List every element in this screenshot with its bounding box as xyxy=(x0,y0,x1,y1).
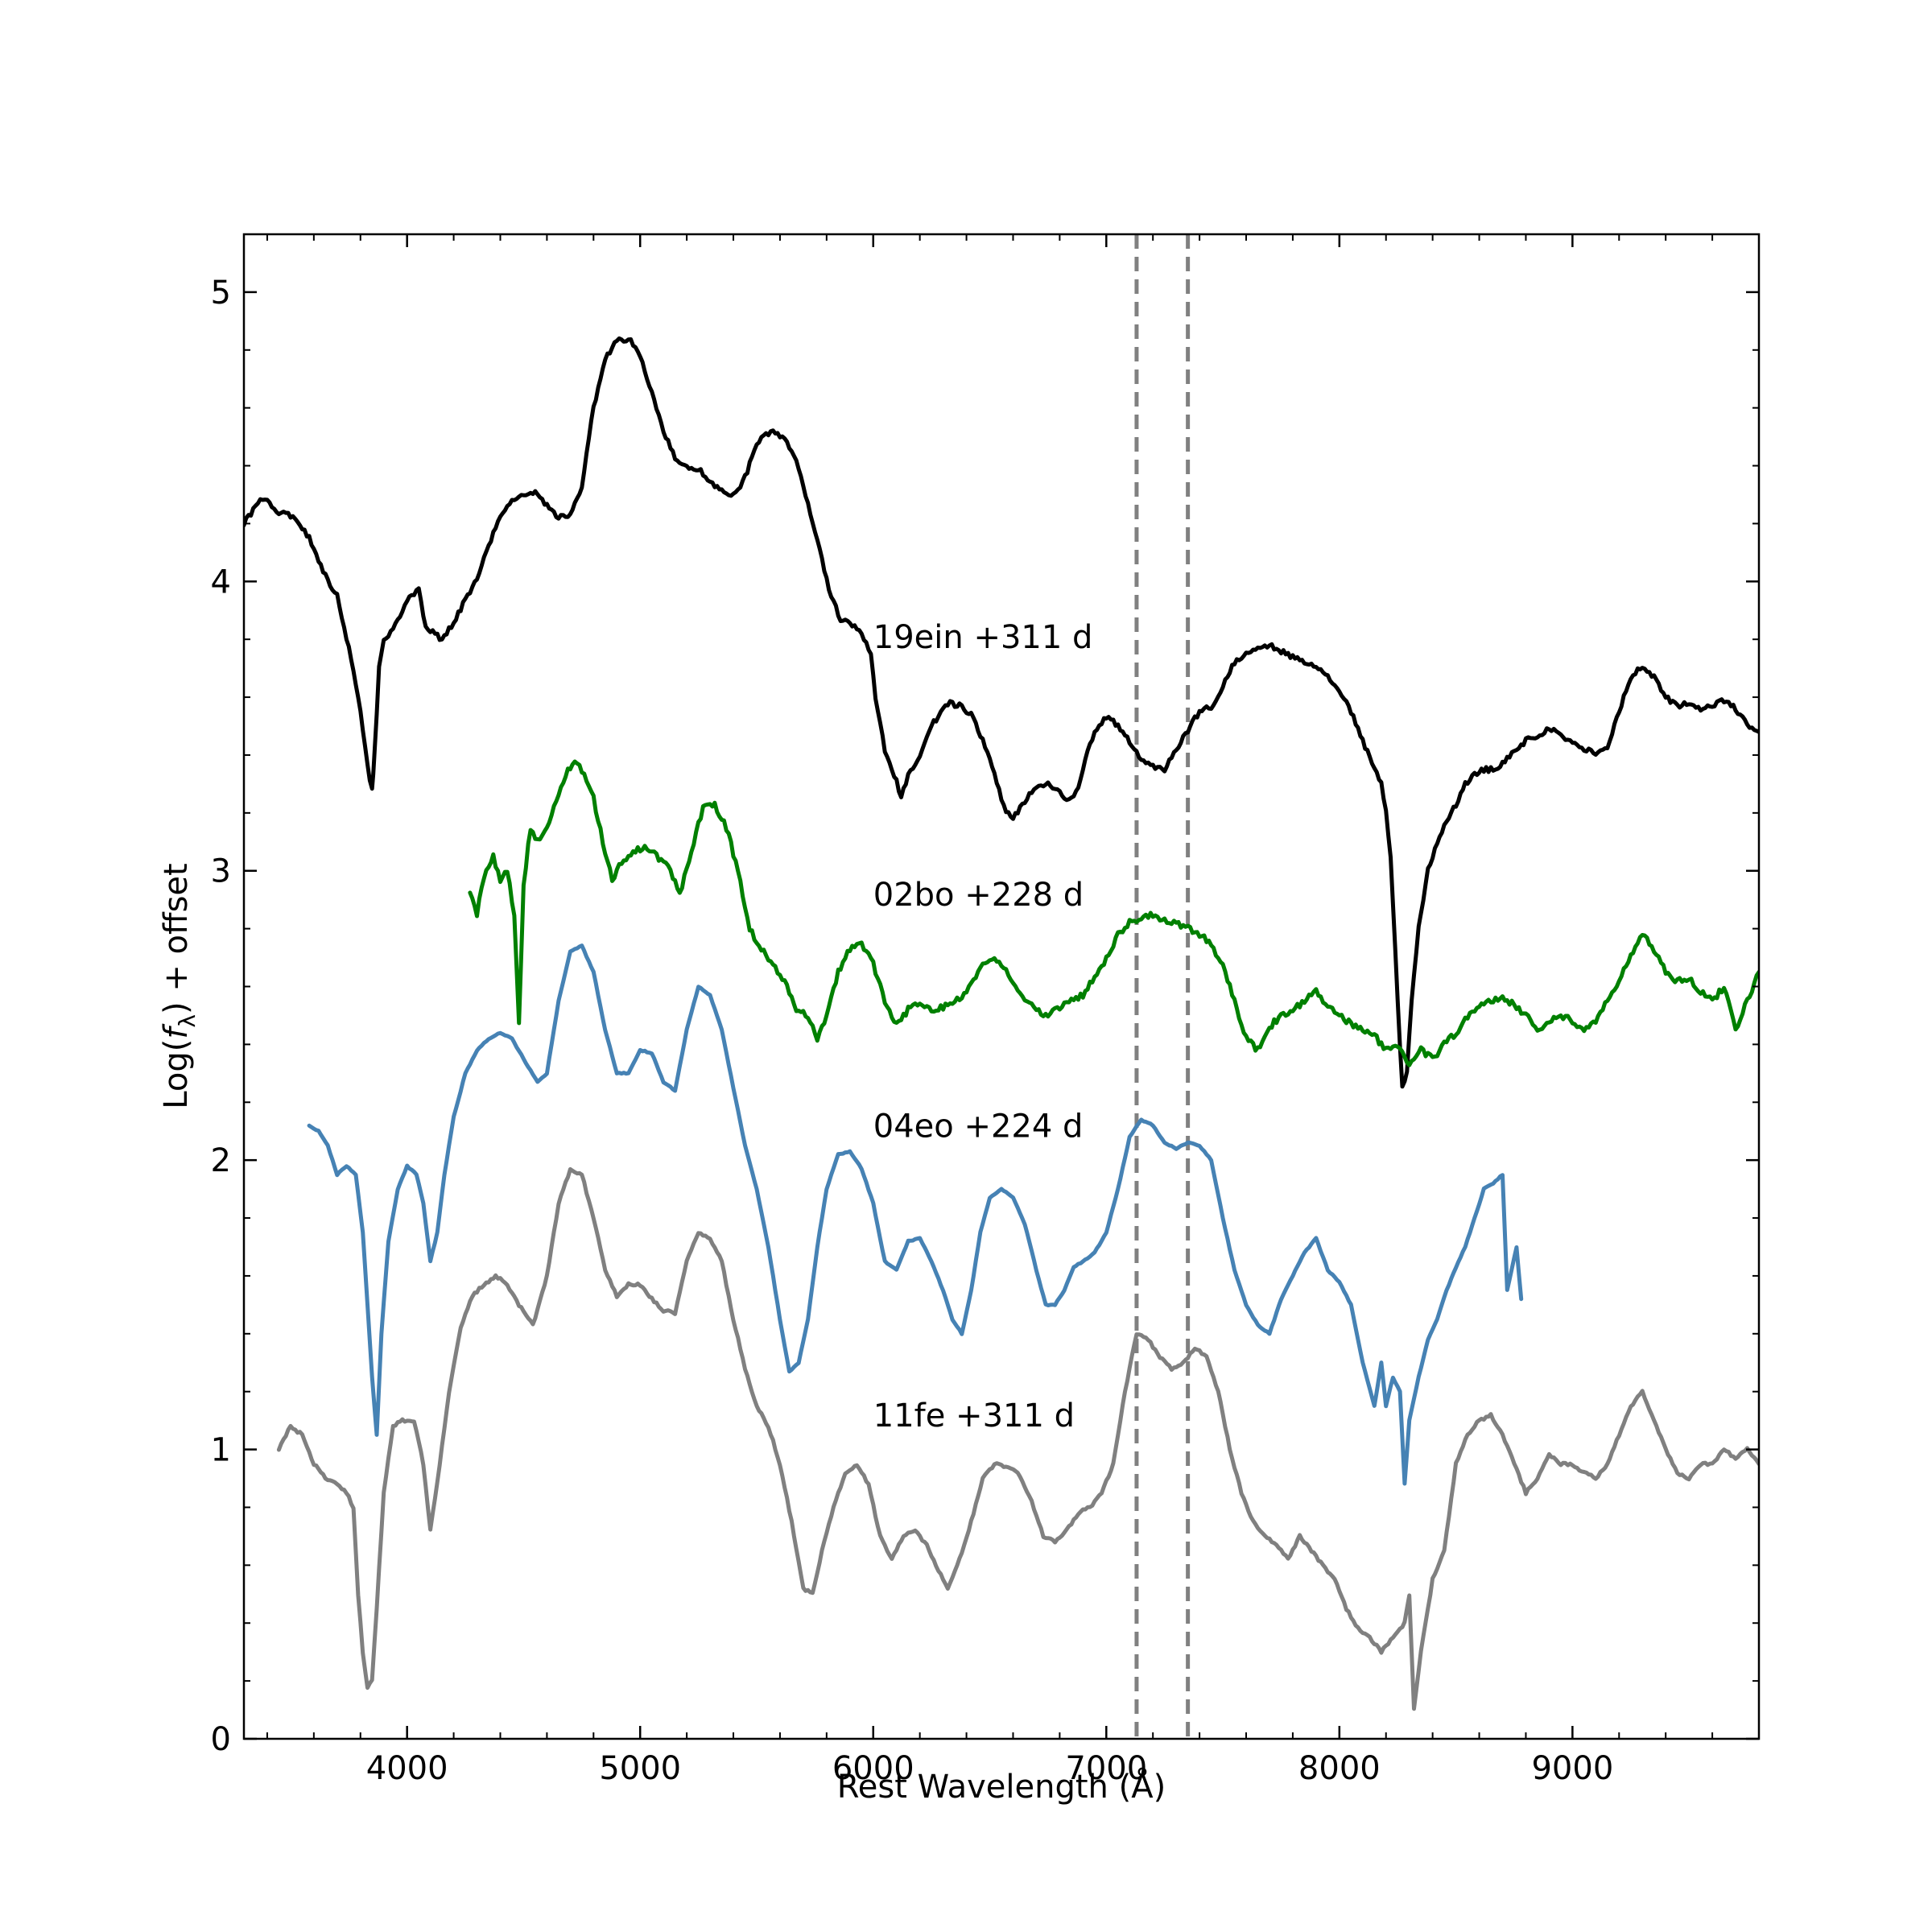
axis-ticks: 4000 5000 6000 7000 8000 9000 0 1 2 3 4 5 xyxy=(211,234,1760,1787)
spectrum-label-2: 02bo +228 d xyxy=(873,877,1084,914)
series-line-3 xyxy=(307,943,1524,1486)
x-tick-label: 9000 xyxy=(1531,1750,1613,1787)
x-tick-label: 7000 xyxy=(1065,1750,1147,1787)
plot-frame xyxy=(242,233,1761,1740)
spectrum-labels: 19ein +311 d 02bo +228 d 04eo +224 d 11fe +… xyxy=(873,619,1093,1435)
y-tick-label: 0 xyxy=(211,1721,231,1758)
series-line-4 xyxy=(276,1166,1759,1711)
y-tick-label: 3 xyxy=(211,853,231,890)
x-tick-label: 8000 xyxy=(1298,1750,1381,1787)
y-tick-label: 1 xyxy=(211,1432,231,1469)
y-axis-title: Log(fλ) + offset xyxy=(158,863,200,1108)
y-tick-label: 4 xyxy=(211,564,231,601)
series-line-1 xyxy=(244,336,1759,1089)
spectrum-label-4: 11fe +311 d xyxy=(873,1397,1075,1435)
spectrum-label-3: 04eo +224 d xyxy=(873,1108,1084,1145)
spectra-series xyxy=(244,336,1759,1711)
y-tick-label: 5 xyxy=(211,275,231,312)
series-line-2 xyxy=(468,759,1759,1067)
x-axis-title: Rest Wavelength (Å) xyxy=(837,1767,1166,1806)
y-tick-label: 2 xyxy=(211,1142,231,1179)
spectrum-label-1: 19ein +311 d xyxy=(873,619,1093,656)
x-tick-label: 6000 xyxy=(832,1750,914,1787)
x-tick-label: 5000 xyxy=(599,1750,681,1787)
x-tick-label: 4000 xyxy=(366,1750,448,1787)
reference-lines xyxy=(1134,234,1191,1739)
